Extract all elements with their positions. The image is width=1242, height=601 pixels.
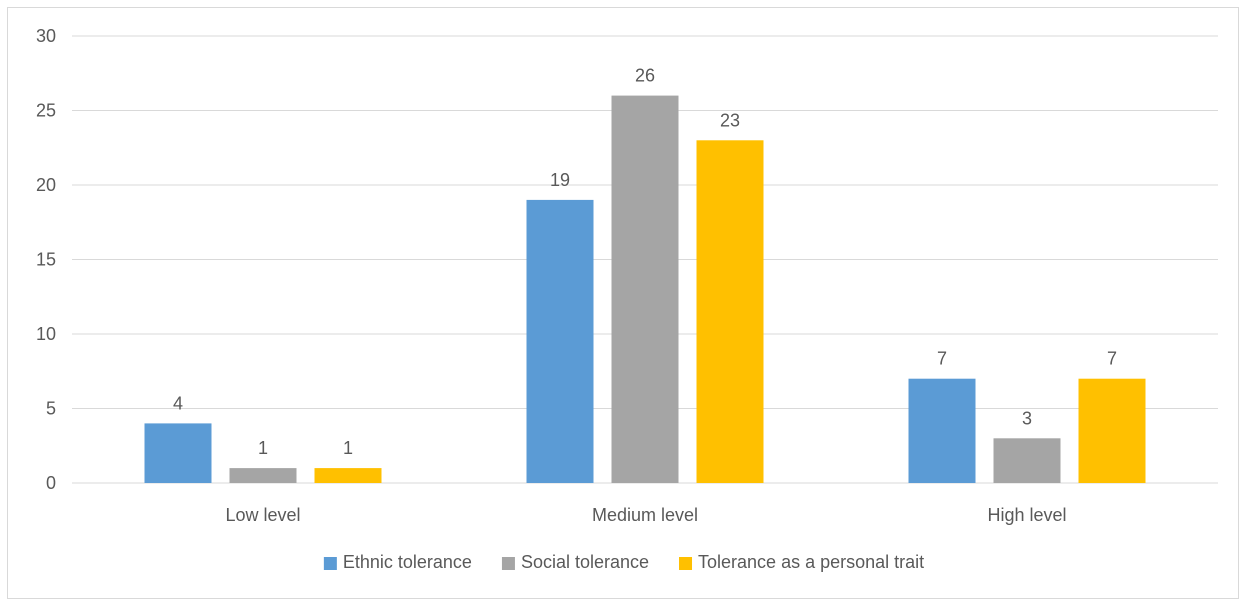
x-category-label: Medium level [592, 505, 698, 525]
bar [314, 468, 382, 483]
data-label: 3 [1022, 408, 1032, 428]
x-category-label: High level [987, 505, 1066, 525]
bar [611, 95, 679, 483]
data-label: 7 [1107, 349, 1117, 369]
y-tick-label: 30 [36, 26, 56, 46]
data-label: 1 [258, 438, 268, 458]
y-tick-label: 25 [36, 101, 56, 121]
legend-label: Ethnic tolerance [343, 552, 472, 572]
legend-label: Tolerance as a personal trait [698, 552, 924, 572]
bar [993, 438, 1061, 483]
bar [696, 140, 764, 484]
chart-frame: 0 5 10 15 20 25 30 4 1 1 19 26 23 7 3 7 Low level Mediu… [7, 7, 1239, 599]
bar [908, 378, 976, 483]
y-tick-label: 0 [46, 473, 56, 493]
bar [229, 468, 297, 483]
clustered-bar-chart: 0 5 10 15 20 25 30 4 1 1 19 26 23 7 3 7 Low level Mediu… [36, 26, 1218, 572]
x-axis-categories: Low level Medium level High level [225, 505, 1066, 525]
legend-swatch [323, 557, 337, 570]
bar [526, 199, 594, 483]
legend: Ethnic tolerance Social tolerance Toleranc… [323, 552, 924, 572]
data-label: 26 [635, 66, 655, 86]
data-label: 1 [343, 438, 353, 458]
y-axis-ticks: 0 5 10 15 20 25 30 [36, 26, 56, 493]
y-tick-label: 10 [36, 324, 56, 344]
bar [1078, 378, 1146, 483]
y-tick-label: 20 [36, 175, 56, 195]
legend-label: Social tolerance [521, 552, 649, 572]
bars [144, 95, 1146, 484]
data-label: 23 [720, 110, 740, 130]
data-labels: 4 1 1 19 26 23 7 3 7 [173, 66, 1117, 459]
legend-swatch [679, 557, 693, 570]
data-label: 19 [550, 170, 570, 190]
y-tick-label: 5 [46, 399, 56, 419]
bar [144, 423, 212, 483]
legend-swatch [501, 557, 515, 570]
data-label: 4 [173, 393, 183, 413]
x-category-label: Low level [225, 505, 300, 525]
legend-item: Tolerance as a personal trait [679, 552, 924, 572]
legend-item: Ethnic tolerance [323, 552, 472, 572]
legend-item: Social tolerance [501, 552, 649, 572]
data-label: 7 [937, 349, 947, 369]
y-tick-label: 15 [36, 250, 56, 270]
